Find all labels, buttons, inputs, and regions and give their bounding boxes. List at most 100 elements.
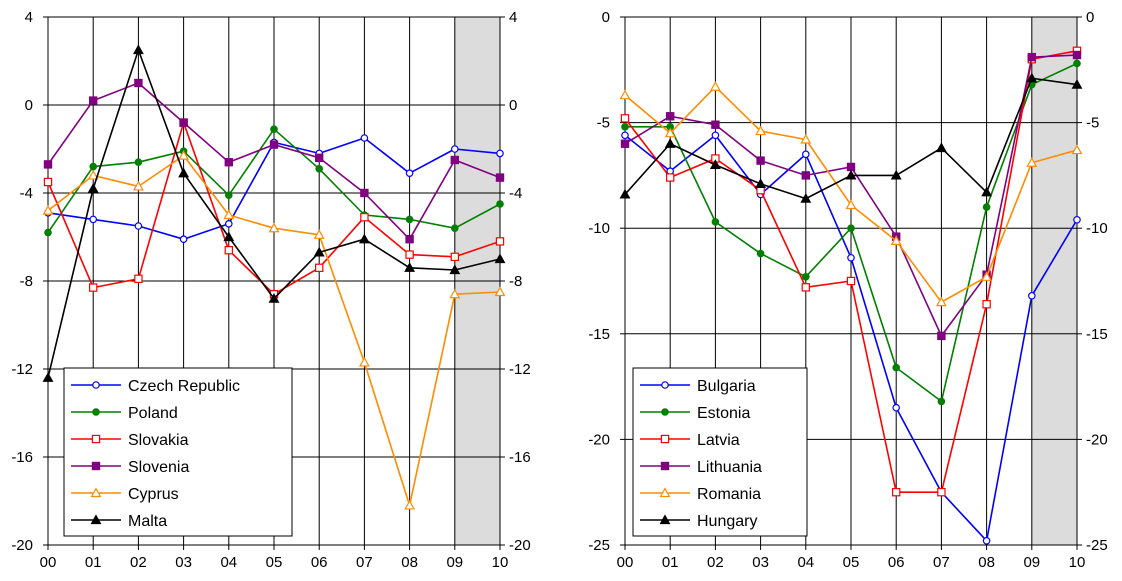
data-point-slovenia bbox=[315, 153, 324, 162]
x-tick-label: 07 bbox=[933, 554, 950, 571]
data-point-romania bbox=[709, 81, 721, 91]
legend-marker-slovakia bbox=[91, 434, 101, 444]
y-tick-label-right: 0 bbox=[509, 97, 517, 114]
x-tick-label: 06 bbox=[888, 554, 905, 571]
legend-marker-latvia bbox=[660, 434, 670, 444]
data-point-malta bbox=[268, 292, 280, 303]
legend-label-estonia: Estonia bbox=[697, 405, 750, 422]
legend-marker-poland bbox=[92, 408, 100, 416]
data-point-poland bbox=[134, 158, 143, 167]
y-tick-label-left: -16 bbox=[11, 449, 33, 466]
data-point-slovenia bbox=[495, 173, 505, 182]
y-tick-label-right: -8 bbox=[509, 273, 522, 290]
x-tick-label: 05 bbox=[266, 554, 283, 571]
data-point-slovakia bbox=[405, 250, 414, 259]
y-tick-label-right: -15 bbox=[1086, 326, 1108, 343]
x-tick-label: 09 bbox=[1023, 554, 1040, 571]
x-tick-label: 05 bbox=[843, 554, 860, 571]
data-point-romania bbox=[1071, 144, 1083, 155]
data-point-czech-republic bbox=[450, 145, 459, 153]
data-point-malta bbox=[87, 182, 99, 193]
data-point-malta bbox=[313, 246, 325, 257]
legend-marker-estonia bbox=[661, 408, 669, 416]
data-point-romania bbox=[800, 133, 812, 144]
data-point-cyprus bbox=[268, 222, 280, 233]
data-point-estonia bbox=[711, 218, 720, 226]
data-point-romania bbox=[619, 89, 631, 100]
x-tick-label: 01 bbox=[662, 554, 679, 571]
data-point-slovakia bbox=[315, 263, 324, 273]
y-tick-label-left: -20 bbox=[11, 537, 33, 554]
data-point-romania bbox=[664, 127, 676, 138]
data-point-estonia bbox=[621, 123, 629, 131]
data-point-czech-republic bbox=[225, 220, 233, 228]
legend-marker-hungary bbox=[659, 514, 671, 525]
data-point-slovakia bbox=[134, 274, 143, 284]
data-point-malta bbox=[132, 44, 144, 55]
data-point-latvia bbox=[846, 276, 856, 286]
x-tick-label: 08 bbox=[401, 554, 418, 571]
data-point-poland bbox=[496, 200, 504, 208]
data-point-romania bbox=[890, 235, 902, 245]
data-point-estonia bbox=[847, 224, 855, 233]
y-tick-label-right: 4 bbox=[509, 9, 517, 26]
data-point-poland bbox=[225, 191, 233, 200]
data-point-cyprus bbox=[223, 209, 235, 220]
data-point-slovenia bbox=[224, 158, 233, 167]
y-tick-label-left: -12 bbox=[11, 361, 33, 378]
data-point-latvia bbox=[620, 114, 630, 123]
data-point-slovenia bbox=[134, 78, 143, 88]
data-point-hungary bbox=[619, 188, 631, 199]
y-tick-label-left: -15 bbox=[588, 326, 610, 343]
legend-label-czech-republic: Czech Republic bbox=[128, 378, 240, 395]
x-tick-label: 00 bbox=[617, 554, 634, 571]
data-point-cyprus bbox=[132, 180, 144, 191]
data-point-malta bbox=[223, 231, 235, 242]
legend-marker-slovenia bbox=[91, 461, 101, 471]
data-point-romania bbox=[755, 125, 767, 136]
y-tick-label-right: -12 bbox=[509, 361, 531, 378]
data-point-slovenia bbox=[450, 155, 460, 165]
data-point-slovenia bbox=[269, 140, 279, 149]
data-point-lithuania bbox=[665, 112, 675, 121]
data-point-lithuania bbox=[1027, 52, 1036, 62]
legend-label-slovakia: Slovakia bbox=[128, 432, 189, 449]
x-tick-label: 06 bbox=[311, 554, 328, 571]
data-point-poland bbox=[270, 125, 278, 134]
data-point-lithuania bbox=[801, 171, 811, 180]
y-tick-label-right: -4 bbox=[509, 185, 522, 202]
legend-label-poland: Poland bbox=[128, 405, 178, 422]
data-point-cyprus bbox=[313, 229, 325, 239]
data-point-bulgaria bbox=[621, 131, 629, 140]
x-tick-label: 02 bbox=[130, 554, 147, 571]
data-point-slovenia bbox=[360, 188, 369, 198]
data-point-hungary bbox=[935, 142, 947, 153]
data-point-cyprus bbox=[449, 288, 461, 299]
legend-marker-cyprus bbox=[90, 487, 102, 498]
data-point-hungary bbox=[890, 169, 902, 180]
data-point-cyprus bbox=[494, 286, 506, 297]
data-point-malta bbox=[449, 264, 461, 275]
y-tick-label-right: -20 bbox=[1086, 431, 1108, 448]
data-point-estonia bbox=[801, 272, 810, 281]
data-point-lithuania bbox=[1072, 50, 1082, 60]
x-tick-label: 07 bbox=[356, 554, 373, 571]
data-point-bulgaria bbox=[847, 253, 855, 262]
y-tick-label-left: 4 bbox=[25, 9, 33, 26]
x-tick-label: 01 bbox=[85, 554, 102, 571]
data-point-poland bbox=[450, 224, 459, 233]
legend-label-slovenia: Slovenia bbox=[128, 459, 189, 476]
data-point-slovakia bbox=[224, 246, 233, 255]
data-point-bulgaria bbox=[892, 403, 901, 412]
data-point-slovakia bbox=[360, 213, 369, 222]
legend-box bbox=[63, 367, 293, 537]
y-tick-label-left: 0 bbox=[602, 9, 610, 26]
data-point-poland bbox=[89, 162, 98, 171]
data-point-bulgaria bbox=[982, 536, 991, 545]
data-point-latvia bbox=[891, 488, 901, 497]
x-tick-label: 02 bbox=[707, 554, 724, 571]
y-tick-label-left: -10 bbox=[588, 220, 610, 237]
data-point-cyprus bbox=[178, 149, 190, 160]
data-point-estonia bbox=[892, 363, 901, 372]
